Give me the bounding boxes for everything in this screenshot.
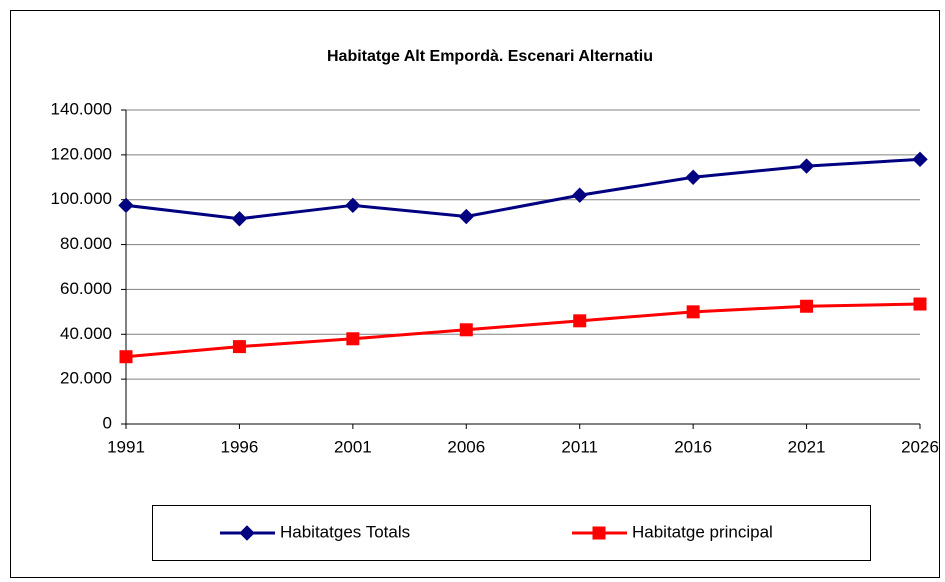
y-tick-label: 120.000: [51, 144, 112, 163]
series-line: [125, 302, 921, 359]
x-tick-label: 2026: [901, 437, 939, 456]
data-point: [119, 350, 133, 364]
y-tick-label: 100.000: [51, 189, 112, 208]
x-tick-label: 1991: [107, 437, 145, 456]
data-point: [232, 340, 246, 354]
legend-label: Habitatges Totals: [280, 522, 410, 541]
data-point: [458, 208, 474, 225]
data-point: [686, 305, 700, 319]
data-point: [459, 323, 473, 337]
data-point: [345, 197, 361, 214]
y-tick-label: 20.000: [60, 369, 112, 388]
data-point: [231, 211, 248, 227]
chart-title: Habitatge Alt Empordà. Escenari Alternat…: [327, 48, 653, 65]
data-point: [685, 169, 701, 185]
data-point: [798, 158, 815, 174]
legend-label: Habitatge principal: [632, 522, 773, 541]
series-line: [125, 157, 921, 221]
y-tick-label: 40.000: [60, 324, 112, 343]
legend-marker: [592, 526, 606, 540]
data-point: [912, 151, 928, 168]
data-point: [346, 332, 360, 346]
x-tick-label: 2006: [447, 437, 485, 456]
data-point: [800, 299, 814, 313]
y-tick-label: 80.000: [60, 234, 112, 253]
y-tick-label: 60.000: [60, 279, 112, 298]
data-point: [118, 197, 134, 214]
chart-border: [10, 10, 940, 578]
x-tick-label: 2001: [334, 437, 372, 456]
data-point: [913, 297, 927, 311]
data-point: [573, 314, 587, 328]
x-tick-label: 2011: [561, 437, 598, 456]
x-tick-label: 2021: [788, 437, 826, 456]
x-tick-label: 1996: [221, 437, 259, 456]
data-point: [572, 187, 588, 203]
y-tick-label: 140.000: [51, 99, 112, 118]
legend-marker: [239, 525, 255, 541]
x-tick-label: 2016: [674, 437, 712, 456]
y-tick-label: 0: [103, 413, 112, 432]
